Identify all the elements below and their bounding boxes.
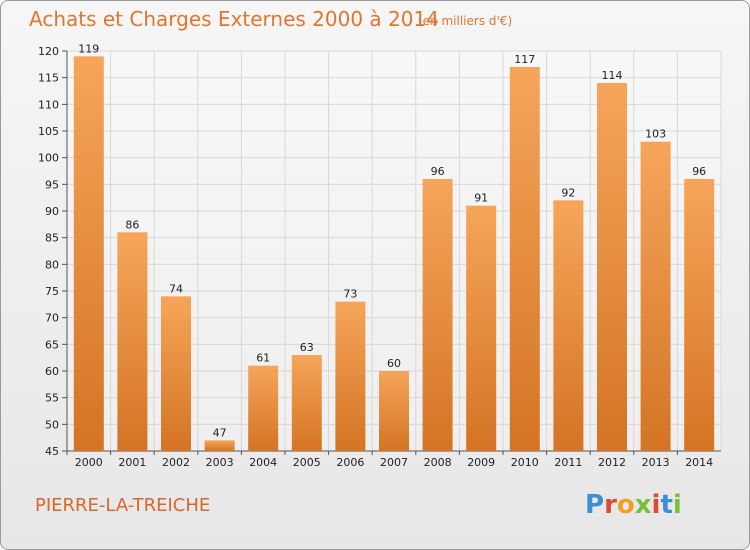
x-tick-label: 2006	[336, 456, 364, 469]
data-label: 96	[692, 165, 706, 178]
x-tick-label: 2007	[380, 456, 408, 469]
data-label: 63	[300, 341, 314, 354]
data-label: 61	[256, 352, 270, 365]
chart-title: Achats et Charges Externes 2000 à 2014	[29, 7, 439, 31]
x-tick-label: 2001	[118, 456, 146, 469]
y-tick-label: 120	[38, 45, 59, 58]
x-tick-label: 2012	[598, 456, 626, 469]
x-tick-label: 2010	[511, 456, 539, 469]
x-tick-label: 2000	[75, 456, 103, 469]
y-tick-label: 70	[45, 312, 59, 325]
x-tick-label: 2003	[206, 456, 234, 469]
y-tick-label: 85	[45, 232, 59, 245]
data-label: 91	[474, 192, 488, 205]
y-tick-label: 90	[45, 205, 59, 218]
bar-2007	[379, 371, 409, 451]
logo-letter: t	[660, 490, 673, 520]
y-tick-label: 95	[45, 178, 59, 191]
y-tick-label: 110	[38, 98, 59, 111]
x-tick-label: 2008	[424, 456, 452, 469]
x-tick-label: 2005	[293, 456, 321, 469]
logo-letter: i	[672, 490, 682, 520]
x-tick-label: 2014	[685, 456, 713, 469]
y-tick-label: 80	[45, 258, 59, 271]
logo-letter: P	[585, 490, 605, 520]
data-label: 74	[169, 282, 183, 295]
logo-letter: i	[651, 490, 661, 520]
bar-2008	[422, 179, 453, 451]
y-tick-label: 65	[45, 338, 59, 351]
x-tick-label: 2009	[467, 456, 495, 469]
x-tick-label: 2011	[554, 456, 582, 469]
bar-2014	[684, 179, 715, 451]
x-tick-label: 2013	[642, 456, 670, 469]
logo-letter: o	[616, 490, 635, 520]
chart-subtitle: (en milliers d'€)	[418, 14, 513, 28]
bars	[73, 56, 715, 451]
data-label: 86	[125, 218, 139, 231]
bar-2010	[509, 67, 540, 451]
y-tick-label: 115	[38, 72, 59, 85]
data-label: 60	[387, 357, 401, 370]
y-tick-label: 75	[45, 285, 59, 298]
proxiti-logo: Proxiti	[585, 490, 682, 520]
bar-2005	[291, 355, 322, 451]
x-tick-label: 2004	[249, 456, 277, 469]
data-label: 92	[561, 186, 575, 199]
bar-2011	[553, 200, 584, 451]
y-tick-label: 60	[45, 365, 59, 378]
x-tick-label: 2002	[162, 456, 190, 469]
data-label: 73	[343, 288, 357, 301]
logo-letter: x	[634, 490, 652, 520]
data-label: 47	[213, 426, 227, 439]
bar-2003	[204, 440, 235, 451]
data-label: 114	[602, 69, 623, 82]
bar-2013	[640, 141, 671, 451]
bar-2006	[335, 301, 366, 451]
bar-2004	[248, 365, 279, 451]
y-tick-label: 50	[45, 418, 59, 431]
commune-name: PIERRE-LA-TREICHE	[35, 495, 211, 516]
y-tick-label: 100	[38, 152, 59, 165]
data-label: 117	[514, 53, 535, 66]
bar-2012	[597, 83, 627, 451]
y-tick-label: 55	[45, 392, 59, 405]
bar-2002	[161, 296, 191, 451]
bar-2000	[73, 56, 104, 451]
bar-2009	[466, 205, 497, 451]
data-label: 119	[78, 42, 99, 55]
data-labels: 119 86 74 47 61 63 73 60 96 91 117 92 114 103 96	[78, 42, 706, 439]
data-label: 96	[431, 165, 445, 178]
y-tick-label: 105	[38, 125, 59, 138]
data-label: 103	[645, 128, 666, 141]
logo-letter: r	[604, 490, 617, 520]
bar-2001	[117, 232, 148, 451]
y-tick-label: 45	[45, 445, 59, 458]
